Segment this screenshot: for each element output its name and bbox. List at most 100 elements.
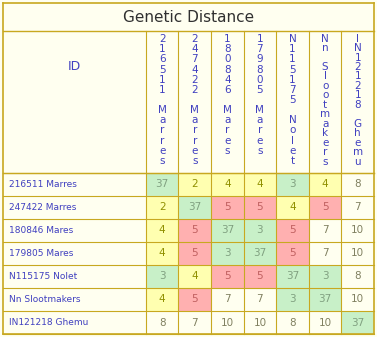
Bar [244, 219, 276, 242]
Text: 5: 5 [289, 248, 296, 258]
Text: 10: 10 [253, 317, 267, 328]
Text: 5: 5 [289, 225, 296, 236]
Text: u: u [354, 157, 361, 166]
Text: 8: 8 [354, 180, 361, 189]
Text: 3: 3 [159, 272, 166, 281]
Text: N: N [354, 43, 362, 53]
Text: 3: 3 [322, 272, 328, 281]
Bar [342, 173, 374, 196]
Text: k: k [322, 128, 328, 138]
Text: 5: 5 [257, 85, 263, 95]
Text: M: M [223, 105, 232, 115]
Text: I: I [356, 34, 359, 43]
Bar [276, 173, 309, 196]
Text: s: s [192, 156, 198, 166]
Bar [146, 242, 178, 265]
Bar [178, 311, 211, 334]
Text: e: e [224, 135, 230, 146]
Bar [309, 196, 342, 219]
Text: 8: 8 [289, 317, 296, 328]
Text: 1: 1 [257, 34, 263, 44]
Bar [3, 288, 146, 311]
Text: 4: 4 [192, 272, 198, 281]
Text: e: e [192, 146, 198, 156]
Text: 5: 5 [192, 225, 198, 236]
Text: 1: 1 [159, 75, 166, 85]
Text: 8: 8 [257, 65, 263, 74]
Text: 0: 0 [224, 54, 231, 64]
Text: 8: 8 [354, 100, 361, 110]
Bar [309, 311, 342, 334]
Bar [244, 242, 276, 265]
Bar [3, 242, 146, 265]
Text: 7: 7 [322, 248, 328, 258]
Bar [276, 288, 309, 311]
Text: 1: 1 [289, 44, 296, 54]
Text: 10: 10 [351, 248, 364, 258]
Text: 8: 8 [224, 65, 231, 74]
Text: r: r [323, 147, 327, 157]
Bar [276, 242, 309, 265]
Text: l: l [291, 135, 294, 146]
Text: 9: 9 [257, 54, 263, 64]
Bar [309, 173, 342, 196]
Text: 2: 2 [192, 180, 198, 189]
Text: N: N [289, 115, 296, 125]
Text: 2: 2 [192, 75, 198, 85]
Text: 5: 5 [224, 272, 231, 281]
Bar [146, 219, 178, 242]
Text: r: r [258, 125, 262, 135]
Text: e: e [322, 138, 328, 148]
Bar [146, 173, 178, 196]
Text: 179805 Mares: 179805 Mares [9, 249, 74, 258]
Bar [178, 196, 211, 219]
Text: G: G [354, 119, 362, 129]
Text: 1: 1 [354, 53, 361, 62]
Text: 8: 8 [354, 272, 361, 281]
Text: 1: 1 [354, 90, 361, 100]
Text: 1: 1 [354, 71, 361, 82]
Text: 0: 0 [257, 75, 263, 85]
Text: 37: 37 [351, 317, 364, 328]
Bar [211, 311, 244, 334]
Bar [146, 311, 178, 334]
Text: r: r [160, 135, 164, 146]
Text: 1: 1 [159, 44, 166, 54]
Text: 7: 7 [257, 295, 263, 305]
Bar [3, 265, 146, 288]
Text: s: s [322, 157, 328, 166]
Text: s: s [225, 146, 230, 156]
Text: 37: 37 [155, 180, 169, 189]
Bar [276, 219, 309, 242]
Text: a: a [192, 115, 198, 125]
Text: m: m [320, 109, 330, 119]
Bar [178, 173, 211, 196]
Text: 216511 Marres: 216511 Marres [9, 180, 77, 189]
Text: a: a [257, 115, 263, 125]
Bar [211, 265, 244, 288]
Bar [3, 219, 146, 242]
Bar [276, 311, 309, 334]
Text: N: N [289, 34, 296, 44]
Text: a: a [224, 115, 230, 125]
Bar [244, 265, 276, 288]
Text: 3: 3 [289, 295, 296, 305]
Text: M: M [256, 105, 264, 115]
Text: o: o [322, 90, 328, 100]
Text: 8: 8 [159, 317, 166, 328]
Text: 10: 10 [351, 225, 364, 236]
Text: 1: 1 [224, 34, 231, 44]
Text: 5: 5 [159, 65, 166, 74]
Text: N115175 Nolet: N115175 Nolet [9, 272, 77, 281]
Text: N: N [321, 34, 329, 43]
Bar [276, 196, 309, 219]
Text: 3: 3 [224, 248, 231, 258]
Text: a: a [322, 119, 328, 129]
Text: 7: 7 [192, 54, 198, 64]
Text: 4: 4 [159, 295, 166, 305]
Text: 2: 2 [192, 85, 198, 95]
Bar [178, 265, 211, 288]
Bar [342, 288, 374, 311]
Text: m: m [352, 147, 363, 157]
Text: 5: 5 [289, 65, 296, 74]
